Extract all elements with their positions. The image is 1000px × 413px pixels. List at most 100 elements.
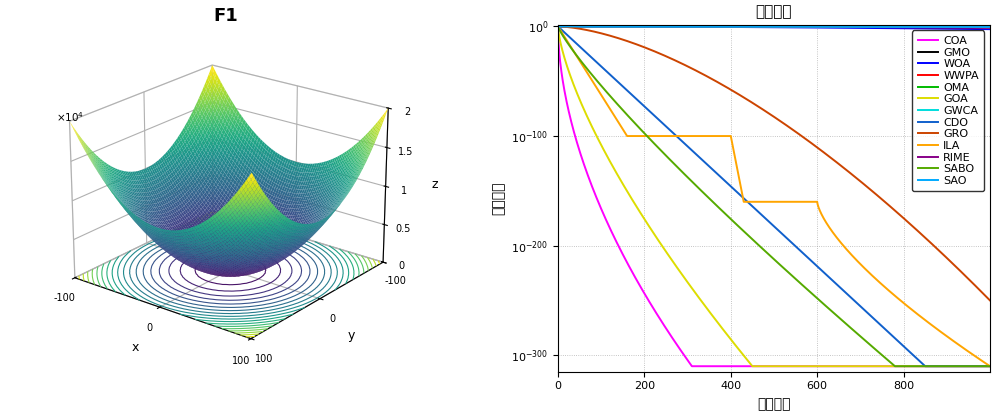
GOA — [578, 108, 590, 113]
COA — [686, 364, 698, 369]
Line: WWPA: WWPA — [558, 26, 990, 28]
WOA — [963, 26, 975, 31]
ILA — [578, 66, 590, 71]
ILA — [889, 293, 901, 298]
GRO — [963, 277, 975, 282]
GWCA — [934, 24, 946, 29]
ILA — [934, 329, 946, 334]
COA — [934, 364, 946, 369]
WWPA — [552, 24, 564, 29]
GRO — [640, 45, 652, 50]
RIME — [905, 24, 917, 29]
WWPA — [934, 25, 946, 30]
GOA — [963, 364, 975, 369]
Line: ILA: ILA — [558, 26, 990, 366]
SABO — [934, 364, 946, 369]
GWCA — [905, 24, 917, 29]
RIME — [889, 24, 901, 29]
SAO — [905, 24, 917, 29]
GRO — [578, 27, 590, 32]
WOA — [984, 27, 996, 32]
Title: 收敛曲线: 收敛曲线 — [756, 5, 792, 19]
GRO — [905, 222, 917, 227]
GMO — [963, 24, 975, 29]
GMO — [578, 24, 590, 29]
WOA — [640, 24, 652, 29]
Line: SABO: SABO — [558, 26, 990, 366]
OMA — [984, 24, 996, 29]
SAO — [578, 24, 590, 29]
WWPA — [963, 25, 975, 30]
WWPA — [905, 25, 917, 30]
SABO — [578, 63, 590, 68]
OMA — [552, 24, 564, 29]
SABO — [963, 364, 975, 369]
WWPA — [640, 24, 652, 29]
ILA — [905, 306, 917, 311]
SABO — [640, 132, 652, 137]
CDO — [984, 364, 996, 369]
COA — [640, 293, 652, 298]
ILA — [552, 24, 564, 29]
GWCA — [552, 24, 564, 29]
GMO — [934, 24, 946, 29]
GRO — [552, 24, 564, 29]
SABO — [552, 24, 564, 29]
OMA — [963, 24, 975, 29]
GWCA — [640, 24, 652, 29]
GOA — [905, 364, 917, 369]
GRO — [889, 208, 901, 213]
CDO — [905, 350, 917, 355]
GMO — [640, 24, 652, 29]
ILA — [963, 349, 975, 354]
OMA — [905, 24, 917, 29]
X-axis label: x: x — [131, 340, 139, 354]
SABO — [889, 364, 901, 369]
WOA — [889, 26, 901, 31]
Text: $\times10^4$: $\times10^4$ — [56, 110, 84, 124]
Legend: COA, GMO, WOA, WWPA, OMA, GOA, GWCA, CDO, GRO, ILA, RIME, SABO, SAO: COA, GMO, WOA, WWPA, OMA, GOA, GWCA, CDO… — [912, 30, 984, 192]
WOA — [578, 24, 590, 29]
OMA — [578, 24, 590, 29]
WWPA — [578, 24, 590, 29]
ILA — [640, 133, 652, 138]
Line: CDO: CDO — [558, 26, 990, 366]
CDO — [889, 335, 901, 340]
CDO — [919, 364, 931, 369]
COA — [889, 364, 901, 369]
Y-axis label: y: y — [347, 329, 355, 342]
ILA — [984, 364, 996, 369]
GRO — [984, 298, 996, 303]
SAO — [640, 24, 652, 29]
X-axis label: 迭代次数: 迭代次数 — [757, 397, 791, 411]
RIME — [578, 24, 590, 29]
GMO — [889, 24, 901, 29]
Line: COA: COA — [558, 26, 990, 366]
GOA — [746, 364, 758, 369]
COA — [552, 24, 564, 29]
GWCA — [963, 24, 975, 29]
GMO — [984, 24, 996, 29]
GOA — [552, 24, 564, 29]
OMA — [934, 24, 946, 29]
CDO — [963, 364, 975, 369]
WWPA — [984, 25, 996, 30]
CDO — [552, 24, 564, 29]
GOA — [984, 364, 996, 369]
WOA — [905, 26, 917, 31]
GWCA — [889, 24, 901, 29]
SABO — [984, 364, 996, 369]
Title: F1: F1 — [213, 7, 238, 25]
SAO — [889, 24, 901, 29]
RIME — [984, 24, 996, 29]
SAO — [552, 24, 564, 29]
GOA — [889, 364, 901, 369]
SAO — [963, 24, 975, 29]
GOA — [640, 218, 652, 223]
RIME — [934, 24, 946, 29]
Y-axis label: 适应度値: 适应度値 — [492, 181, 506, 215]
GWCA — [984, 24, 996, 29]
GMO — [905, 24, 917, 29]
OMA — [889, 24, 901, 29]
SABO — [889, 363, 901, 368]
